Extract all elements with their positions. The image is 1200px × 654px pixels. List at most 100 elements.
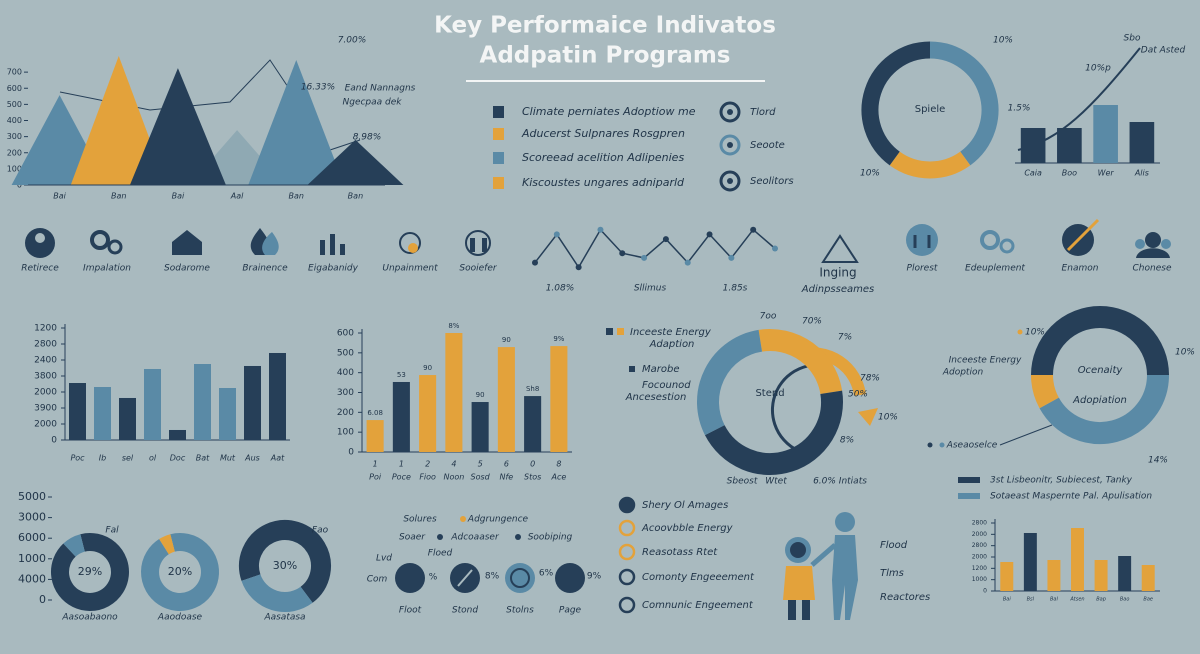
annotation: 8.98% <box>353 133 382 143</box>
y-tick-label: 200 <box>337 408 354 418</box>
donut-segment <box>889 151 971 179</box>
icon <box>90 230 110 250</box>
line-point <box>641 254 648 261</box>
x-tick-label: Doc <box>170 454 186 463</box>
donut-center-label: 30% <box>273 559 297 572</box>
badge-icon <box>457 569 473 587</box>
y-tick-label: 2400 <box>34 356 57 366</box>
annotation: 78% <box>860 374 880 384</box>
icon <box>482 238 487 252</box>
x-tick-label: Aal <box>230 192 244 201</box>
y-tick-label: 0 <box>39 593 46 606</box>
x-tick-label: Bal <box>1050 597 1058 603</box>
x-tick-label: Poc <box>70 454 85 463</box>
icon-label: Eigabanidy <box>308 264 359 274</box>
icon <box>399 232 421 254</box>
badge <box>395 563 425 593</box>
bar <box>1141 565 1155 591</box>
donut-label: Aasatasa <box>263 613 305 623</box>
donut-center-label: Spiele <box>915 104 946 115</box>
list-item: Shery Ol Amages <box>642 500 728 511</box>
y-tick-label: 2000 <box>972 554 987 561</box>
badge-caption: Page <box>559 606 582 616</box>
x-tick-label: Aat <box>270 454 285 463</box>
x-tick-label: Ban <box>348 192 363 201</box>
annotation: Dat Asted <box>1141 46 1186 56</box>
donut-segment <box>241 573 313 612</box>
icon-label: Chonese <box>1133 264 1172 274</box>
donut-segment <box>1031 306 1169 376</box>
annotation: Adopiation <box>1072 395 1127 406</box>
bar <box>1020 128 1046 163</box>
legend-label: Soaer <box>399 533 426 543</box>
annotation: 16.33% <box>301 83 335 93</box>
line <box>534 228 776 269</box>
legend-swatch <box>493 177 504 189</box>
x-subcategory-label: Ace <box>550 473 566 482</box>
legend-label: Kiscoustes ungares adniparld <box>522 176 685 189</box>
donut-label: Aaodoase <box>157 613 203 623</box>
annotation: 1.08% <box>546 284 575 294</box>
x-subcategory-label: Poi <box>369 473 382 482</box>
icon <box>1135 239 1145 249</box>
bar <box>1047 559 1061 591</box>
badge-percent: 6% <box>539 569 554 579</box>
donut-center-label: 29% <box>78 565 102 578</box>
icon-label: Impalation <box>83 264 131 274</box>
legend-label: Adcoaaser <box>450 533 500 543</box>
y-tick-label: 2800 <box>34 340 57 350</box>
icon-title: Inging <box>819 266 856 280</box>
x-tick-label: Bai <box>53 192 66 201</box>
icon <box>906 224 938 256</box>
y-tick-label: 700 <box>7 68 22 77</box>
y-tick-label: 1000 <box>972 576 987 583</box>
x-tick-label: Aus <box>244 454 260 463</box>
icon <box>330 234 335 255</box>
x-tick-label: 2 <box>425 460 430 469</box>
line-point <box>532 259 538 266</box>
legend-icon <box>727 142 733 148</box>
x-tick-label: Bai <box>172 192 185 201</box>
bar <box>119 397 136 440</box>
legend-label: Adaption <box>649 339 695 350</box>
icon <box>1066 218 1100 252</box>
donut-segment <box>51 533 129 611</box>
x-tick-label: Caia <box>1024 169 1042 178</box>
bar <box>471 402 489 452</box>
icon <box>1136 248 1170 258</box>
legend-dot <box>515 534 521 540</box>
bar-note: 8% <box>448 322 459 330</box>
annotation: Inceeste Energy <box>949 356 1022 366</box>
legend-label: Seoote <box>750 140 785 151</box>
y-tick-label: 2000 <box>972 531 987 538</box>
annotation: 10% <box>1025 328 1045 338</box>
legend-swatch <box>493 152 504 164</box>
legend-label: Marobe <box>642 364 680 375</box>
legend-label: Seolitors <box>750 176 794 187</box>
y-tick-label: 2800 <box>972 520 987 527</box>
line-point <box>684 259 691 266</box>
bar <box>169 429 186 440</box>
bar <box>497 347 515 452</box>
bar <box>244 365 261 440</box>
bar <box>1071 528 1084 591</box>
annotation: 14% <box>1148 456 1168 466</box>
badge-percent: 9% <box>587 572 602 582</box>
legend-label: Floed <box>428 549 453 559</box>
bar <box>1118 556 1132 591</box>
y-tick-label: 5000 <box>18 490 46 503</box>
x-subcategory-label: Poce <box>392 473 411 482</box>
y-tick-label: 500 <box>337 348 354 358</box>
legend-dot <box>939 442 945 448</box>
annotation: Eand Nannagns <box>345 84 416 94</box>
annotation: Fal <box>105 526 119 536</box>
line-point <box>728 254 735 261</box>
list-item: Acoovbble Energy <box>641 523 734 534</box>
illustration-label: Flood <box>880 540 908 551</box>
icon <box>172 230 202 255</box>
x-subcategory-label: Noon <box>443 473 464 482</box>
bar-note: 6.08 <box>367 409 383 417</box>
bar-note: 90 <box>423 364 432 372</box>
illustration-label: Tlms <box>880 568 904 579</box>
